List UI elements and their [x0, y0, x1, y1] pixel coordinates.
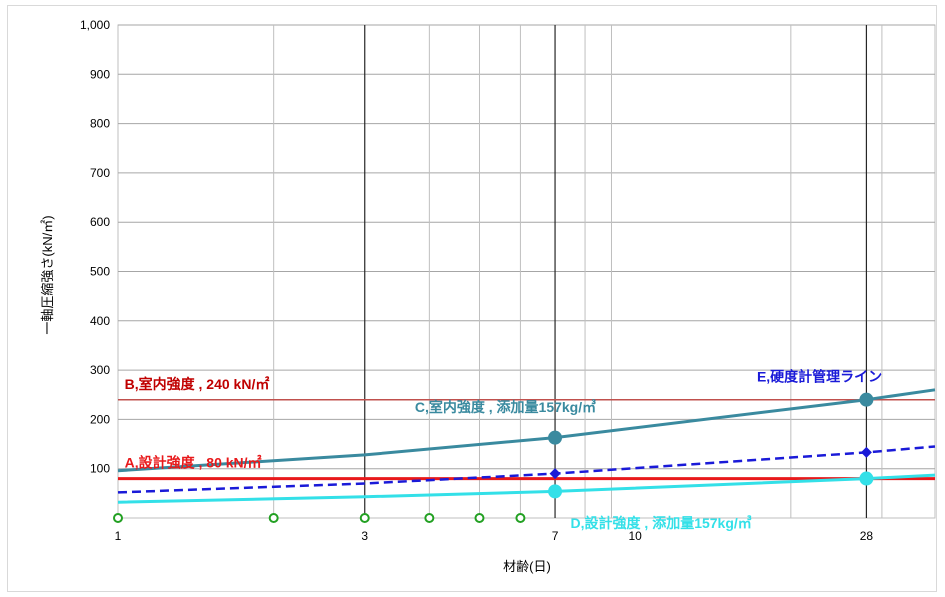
y-tick-label: 500: [90, 265, 110, 279]
data-point-E: [860, 446, 872, 458]
data-point-E: [549, 468, 561, 480]
y-tick-label: 800: [90, 117, 110, 131]
series-annotation: C,室内強度 , 添加量157kg/㎥: [415, 399, 596, 415]
x-tick-label: 7: [552, 529, 559, 543]
x-tick-label: 28: [860, 529, 874, 543]
y-tick-label: 600: [90, 215, 110, 229]
y-tick-label: 100: [90, 462, 110, 476]
y-tick-label: 700: [90, 166, 110, 180]
data-point-X: [515, 513, 526, 523]
y-tick-label: 400: [90, 314, 110, 328]
y-tick-label: 200: [90, 412, 110, 426]
data-point-X: [113, 513, 123, 523]
x-tick-label: 1: [115, 529, 122, 543]
x-tick-labels: 1 3 7 10 28: [115, 529, 874, 543]
grid: [117, 24, 936, 519]
data-point-X: [474, 513, 485, 523]
data-point-X: [424, 513, 435, 523]
data-point-D: [548, 484, 563, 499]
x-axis-title: 材齢(日): [503, 559, 551, 574]
data-point-C: [859, 392, 874, 407]
series-annotation: B,室内強度 , 240 kN/㎡: [125, 376, 270, 392]
data-point-X: [268, 513, 279, 523]
x-tick-label: 3: [361, 529, 368, 543]
y-tick-label: 1,000: [80, 18, 110, 32]
y-axis-title: 一軸圧縮強さ(kN/㎡): [40, 215, 55, 334]
series-annotation: D,設計強度 , 添加量157kg/㎥: [571, 515, 752, 531]
data-point-X: [359, 513, 370, 523]
y-tick-label: 300: [90, 363, 110, 377]
series-annotation: E,硬度計管理ライン: [757, 368, 882, 384]
data-point-D: [859, 471, 874, 486]
x-tick-label: 10: [628, 529, 642, 543]
data-point-C: [548, 430, 563, 445]
y-tick-label: 900: [90, 67, 110, 81]
annotation-layer: B,室内強度 , 240 kN/㎡ C,室内強度 , 添加量157kg/㎥ A,設計…: [125, 368, 883, 530]
y-tick-labels: 100 200 300 400 500 600 700 800 900 1,000: [80, 18, 110, 476]
marker-layer: [113, 392, 874, 523]
series-annotation: A,設計強度 , 80 kN/㎡: [125, 455, 262, 471]
